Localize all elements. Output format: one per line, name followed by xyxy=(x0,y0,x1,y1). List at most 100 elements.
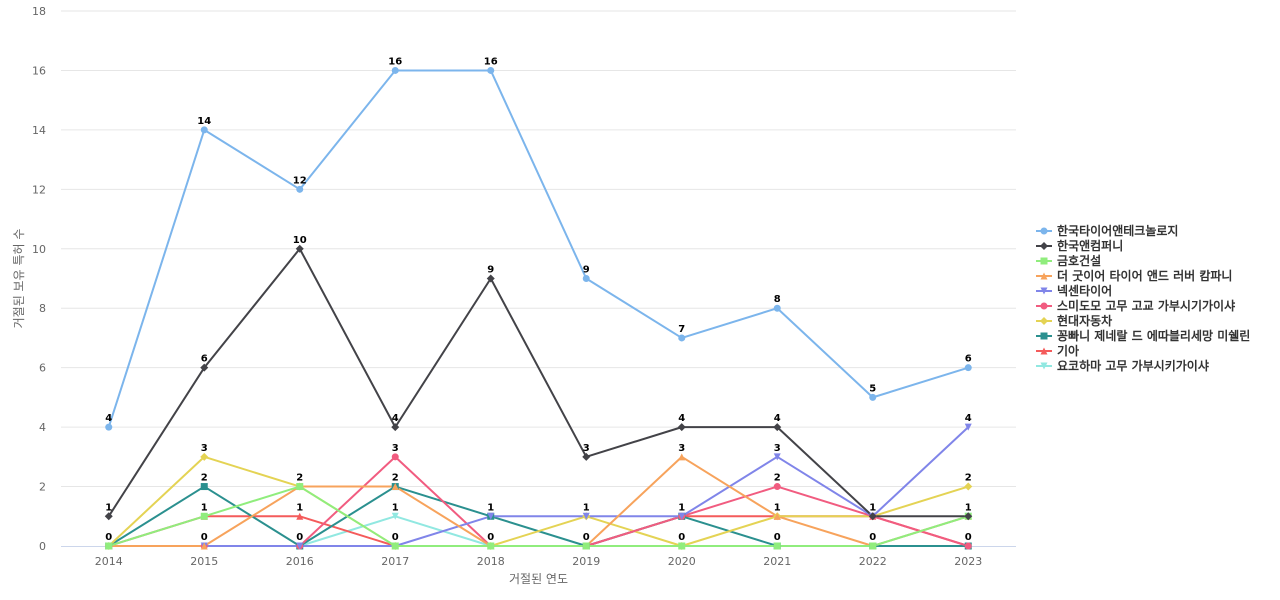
data-label: 1 xyxy=(105,502,112,513)
circle-marker xyxy=(964,542,972,550)
legend-label: 기아 xyxy=(1057,343,1079,358)
legend-item[interactable]: 꽁빠니 제네랄 드 에따블리세망 미쉘린 xyxy=(1036,328,1250,343)
data-label: 6 xyxy=(965,354,972,365)
legend-item[interactable]: 넥센타이어 xyxy=(1036,283,1112,298)
legend-label: 더 굿이어 타이어 앤드 러버 캄파니 xyxy=(1057,268,1232,283)
data-label: 1 xyxy=(678,502,685,513)
legend-item[interactable]: 한국타이어앤테크놀로지 xyxy=(1036,223,1178,238)
x-tick-label: 2023 xyxy=(954,555,982,568)
grid-lines xyxy=(61,10,1016,488)
square-marker xyxy=(773,542,781,550)
legend-item[interactable]: 기아 xyxy=(1036,343,1079,358)
circle-marker xyxy=(964,364,972,372)
circle-marker xyxy=(1040,227,1048,235)
circle-marker xyxy=(582,275,590,282)
data-label: 0 xyxy=(201,532,208,543)
diamond-marker xyxy=(104,512,113,521)
circle-marker xyxy=(773,304,781,312)
legend-label: 요코하마 고무 가부시키가이샤 xyxy=(1057,358,1209,373)
series-lines xyxy=(107,69,969,547)
series-line xyxy=(108,455,969,547)
legend-label: 넥센타이어 xyxy=(1057,283,1112,298)
data-label: 3 xyxy=(201,443,208,454)
circle-marker xyxy=(1040,302,1048,310)
data-label: 0 xyxy=(869,532,876,543)
data-label: 1 xyxy=(774,502,781,513)
x-tick-label: 2018 xyxy=(477,555,505,568)
y-tick-label: 18 xyxy=(32,5,46,18)
series-line xyxy=(107,69,969,428)
data-label: 3 xyxy=(774,443,781,454)
square-marker xyxy=(869,542,877,550)
legend-item[interactable]: 요코하마 고무 가부시키가이샤 xyxy=(1036,358,1209,373)
data-label: 6 xyxy=(201,354,208,365)
x-axis-title: 거절된 연도 xyxy=(509,572,568,586)
circle-marker xyxy=(200,126,208,134)
legend-item[interactable]: 한국앤컴퍼니 xyxy=(1036,238,1123,253)
diamond-marker xyxy=(1040,317,1048,325)
x-tick-label: 2015 xyxy=(190,555,218,568)
y-tick-label: 8 xyxy=(39,302,46,315)
data-label: 2 xyxy=(965,473,972,484)
triangle-marker xyxy=(678,453,686,461)
legend-item[interactable]: 현대자동차 xyxy=(1036,313,1112,328)
data-label: 0 xyxy=(774,532,781,543)
square-marker xyxy=(487,542,495,550)
triangle-down-marker xyxy=(582,512,590,520)
legend-label: 한국앤컴퍼니 xyxy=(1057,238,1123,253)
legend-label: 꽁빠니 제네랄 드 에따블리세망 미쉘린 xyxy=(1057,328,1250,343)
diamond-marker xyxy=(1040,242,1048,250)
data-label: 8 xyxy=(774,294,781,305)
legend-label: 금호건설 xyxy=(1057,253,1101,268)
x-tick-label: 2017 xyxy=(381,555,409,568)
data-label: 1 xyxy=(487,502,494,513)
diamond-marker xyxy=(677,423,686,432)
data-label: 0 xyxy=(678,532,685,543)
data-label: 2 xyxy=(201,473,208,484)
data-label: 1 xyxy=(201,502,208,513)
data-label: 4 xyxy=(678,413,685,424)
data-label: 0 xyxy=(105,532,112,543)
square-marker xyxy=(200,483,208,491)
y-tick-label: 10 xyxy=(32,243,46,256)
triangle-down-marker xyxy=(678,512,686,520)
square-marker xyxy=(678,542,686,550)
data-label: 0 xyxy=(296,532,303,543)
square-marker xyxy=(296,483,304,491)
data-label: 14 xyxy=(197,116,211,127)
circle-marker xyxy=(678,334,686,342)
data-label: 1 xyxy=(296,502,303,513)
legend-label: 스미도모 고무 고교 가부시기가이샤 xyxy=(1057,298,1235,313)
y-tick-label: 6 xyxy=(39,362,46,375)
diamond-marker xyxy=(486,274,495,283)
data-label: 7 xyxy=(678,324,685,335)
legend-item[interactable]: 더 굿이어 타이어 앤드 러버 캄파니 xyxy=(1036,268,1232,283)
square-marker xyxy=(1040,332,1048,340)
data-label: 4 xyxy=(105,413,112,424)
data-label: 3 xyxy=(678,443,685,454)
triangle-down-marker xyxy=(1040,287,1048,295)
square-marker xyxy=(391,542,399,550)
y-tick-label: 12 xyxy=(32,183,46,196)
data-label: 4 xyxy=(774,413,781,424)
data-label: 0 xyxy=(965,532,972,543)
square-marker xyxy=(1040,257,1048,265)
data-label: 9 xyxy=(583,265,590,276)
data-label: 1 xyxy=(869,502,876,513)
data-label: 16 xyxy=(484,56,498,67)
series-line xyxy=(108,455,969,547)
triangle-down-marker xyxy=(487,512,495,520)
diamond-marker xyxy=(582,452,591,461)
series-markers xyxy=(104,66,973,550)
square-marker xyxy=(200,512,208,520)
circle-marker xyxy=(487,66,495,74)
legend-item[interactable]: 스미도모 고무 고교 가부시기가이샤 xyxy=(1036,298,1235,313)
diamond-marker xyxy=(964,512,973,521)
legend-item[interactable]: 금호건설 xyxy=(1036,253,1101,268)
y-axis-ticks: 0 2 4 6 8 10 12 14 16 18 xyxy=(32,5,46,553)
circle-marker xyxy=(773,483,781,491)
circle-marker xyxy=(391,66,399,74)
data-label: 2 xyxy=(296,473,303,484)
data-label: 3 xyxy=(583,443,590,454)
